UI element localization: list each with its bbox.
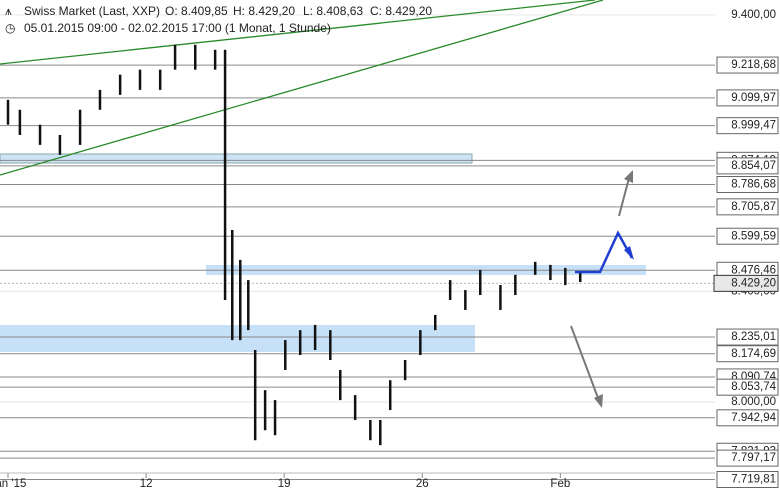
level-label: 8.476,46 [731,264,776,276]
arrow-down [570,325,599,399]
x-tick-label: 12 [140,478,153,490]
close: C: 8.429,20 [370,4,432,18]
open: O: 8.409,85 [165,4,228,18]
projection [575,230,634,274]
zone [0,153,473,164]
high: H: 8.429,20 [233,4,295,18]
x-tick-label: 26 [416,478,429,490]
low: L: 8.408,63 [303,4,363,18]
level-label: 7.797,17 [731,452,776,464]
level-box [716,227,779,245]
instrument-title: Swiss Market (Last, XXP) [24,4,160,18]
level-box [716,176,779,194]
x-tick-label: Feb [550,478,570,490]
zone [0,325,475,352]
time-range: 05.01.2015 09:00 - 02.02.2015 17:00 (1 M… [24,21,331,35]
level-box [716,56,779,74]
level-box [716,449,779,467]
level-label: 8.999,47 [731,120,776,132]
icon: ⩚ [5,4,12,18]
level-label: 8.786,68 [731,179,776,191]
header: ⩚ Swiss Market (Last, XXP) O: 8.409,85 H… [5,4,432,35]
y-tick-label: 8.000,00 [731,396,776,408]
last-price-box [713,274,779,292]
arrow-up [618,177,630,217]
level-label: 8.174,69 [731,348,776,360]
level-box [716,117,779,135]
last-price-label: 8.429,20 [731,277,776,289]
level-label: 8.705,87 [731,201,776,213]
level-label: 8.599,59 [731,230,776,242]
level-box [716,409,779,427]
level-label: 8.053,74 [731,381,776,393]
level-label: 9.218,68 [731,59,776,71]
level-box [716,378,779,396]
clock-icon: ◷ [5,21,16,35]
level-box [716,471,779,489]
trend-line [0,0,604,176]
level-label: 8.235,01 [731,331,776,343]
level-label: 7.942,94 [731,412,776,424]
arrowhead [594,394,603,408]
y-tick-label: 9.400,00 [731,9,776,21]
level-label: 9.099,97 [731,92,776,104]
level-label: 7.719,81 [731,474,776,486]
projection-arrowhead [624,246,634,260]
level-box [716,345,779,363]
x-tick-label: 19 [278,478,291,490]
level-box [716,328,779,346]
arrowhead [624,170,633,183]
level-box [716,198,779,216]
trend-line [0,0,596,65]
level-label: 8.854,07 [731,160,776,172]
x-tick-label: Jan '15 [0,478,26,490]
zones [0,153,646,352]
level-box [716,157,779,175]
level-box [716,89,779,107]
